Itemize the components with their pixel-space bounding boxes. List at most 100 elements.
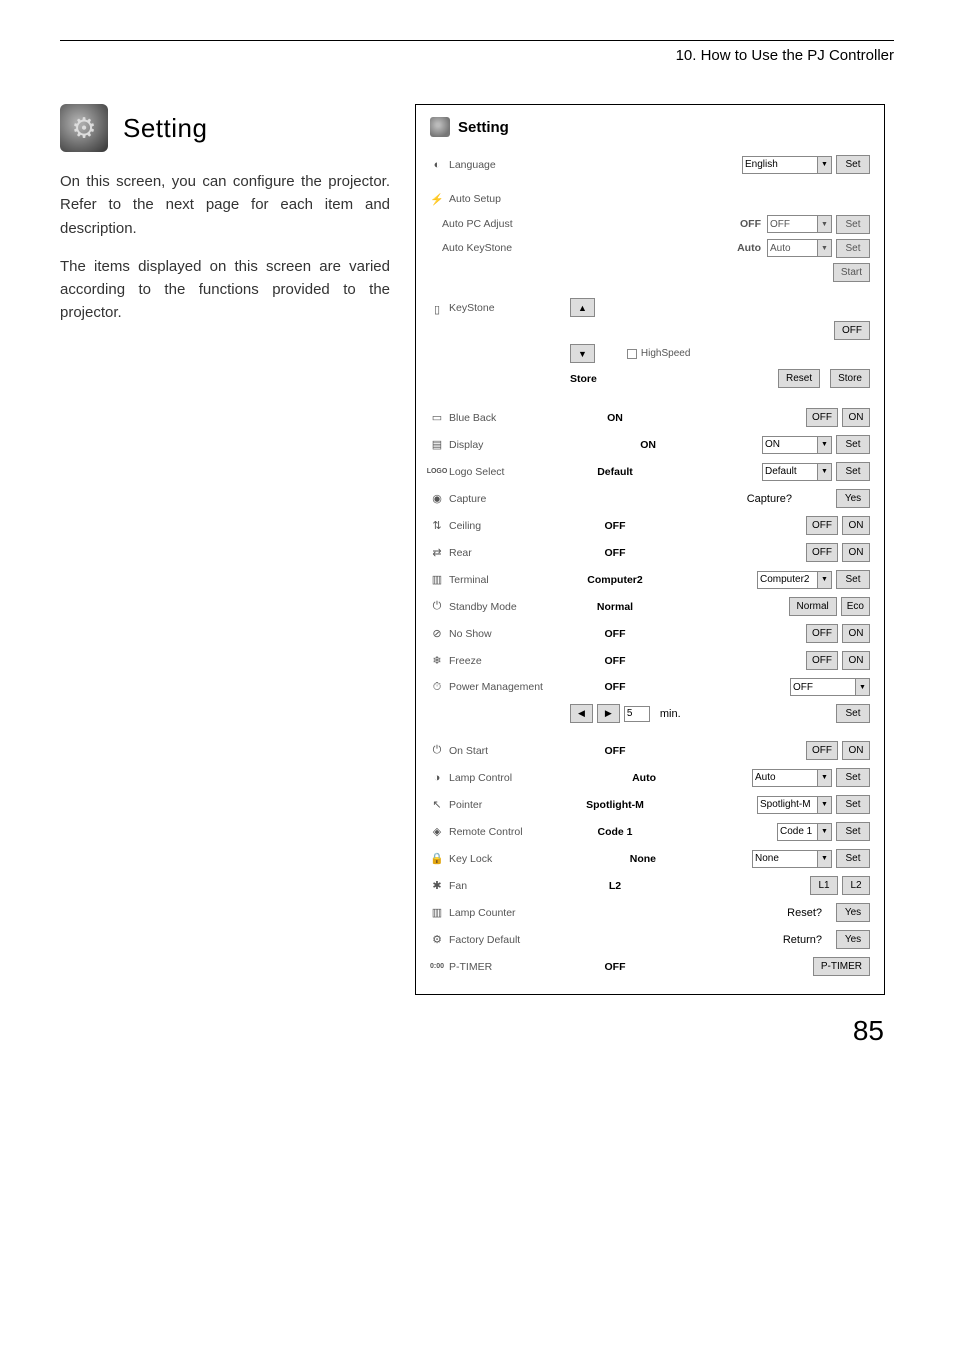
logoselect-label: Logo Select (449, 466, 504, 478)
lampcontrol-icon: ◑ (430, 771, 444, 785)
factorydefault-yes-button[interactable]: Yes (836, 930, 870, 949)
onstart-label: On Start (449, 745, 488, 757)
logo-icon: LOGO (430, 465, 444, 479)
standby-normal-button[interactable]: Normal (789, 597, 837, 616)
keystone-up-button[interactable]: ▲ (570, 298, 595, 317)
rear-value: OFF (570, 547, 660, 559)
pointer-set-button[interactable]: Set (836, 795, 870, 814)
ptimer-value: OFF (570, 961, 660, 973)
display-select[interactable]: ON▼ (762, 436, 832, 454)
blueback-value: ON (570, 412, 660, 424)
language-set-button[interactable]: Set (836, 155, 870, 174)
ceiling-off-button[interactable]: OFF (806, 516, 838, 535)
freeze-value: OFF (570, 655, 660, 667)
keystone-store-button[interactable]: Store (830, 369, 870, 388)
logoselect-select[interactable]: Default▼ (762, 463, 832, 481)
powermgmt-left-button[interactable]: ◀ (570, 704, 593, 723)
noshow-label: No Show (449, 628, 492, 640)
rear-on-button[interactable]: ON (842, 543, 870, 562)
freeze-label: Freeze (449, 655, 482, 667)
lampcounter-prompt: Reset? (787, 907, 822, 919)
blueback-label: Blue Back (449, 412, 496, 424)
freeze-on-button[interactable]: ON (842, 651, 870, 670)
fan-label: Fan (449, 880, 467, 892)
setting-panel: Setting ◐Language English▼ Set ⚡Auto Set… (415, 104, 885, 995)
noshow-value: OFF (570, 628, 660, 640)
language-select[interactable]: English▼ (742, 156, 832, 174)
fan-l2-button[interactable]: L2 (842, 876, 870, 895)
fan-value: L2 (570, 880, 660, 892)
noshow-off-button[interactable]: OFF (806, 624, 838, 643)
keylock-set-button[interactable]: Set (836, 849, 870, 868)
keylock-value: None (570, 853, 660, 865)
highspeed-checkbox[interactable]: HighSpeed (627, 348, 690, 359)
powermgmt-icon: ⏱ (430, 680, 444, 694)
standby-icon: ⏻ (430, 600, 444, 614)
setting-section-icon (60, 104, 108, 152)
remotecontrol-value: Code 1 (570, 826, 660, 838)
blueback-off-button[interactable]: OFF (806, 408, 838, 427)
autokeystone-set-button[interactable]: Set (836, 239, 870, 258)
lampcontrol-set-button[interactable]: Set (836, 768, 870, 787)
display-label: Display (449, 439, 483, 451)
powermgmt-unit: min. (660, 708, 681, 720)
remotecontrol-set-button[interactable]: Set (836, 822, 870, 841)
keystone-label: KeyStone (449, 302, 495, 314)
pointer-select[interactable]: Spotlight-M▼ (757, 796, 832, 814)
globe-icon: ◐ (430, 158, 444, 172)
terminal-select[interactable]: Computer2▼ (757, 571, 832, 589)
terminal-set-button[interactable]: Set (836, 570, 870, 589)
rear-icon: ⇄ (430, 546, 444, 560)
ptimer-button[interactable]: P-TIMER (813, 957, 870, 976)
capture-yes-button[interactable]: Yes (836, 489, 870, 508)
factorydefault-prompt: Return? (783, 934, 822, 946)
logoselect-set-button[interactable]: Set (836, 462, 870, 481)
standby-value: Normal (570, 601, 660, 613)
section-title: Setting (123, 113, 207, 144)
keystone-off-button[interactable]: OFF (834, 321, 870, 340)
fan-icon: ✱ (430, 879, 444, 893)
ptimer-icon: 0:00 (430, 960, 444, 974)
keystone-reset-button[interactable]: Reset (778, 369, 820, 388)
keystone-icon: ▯ (430, 302, 444, 316)
display-set-button[interactable]: Set (836, 435, 870, 454)
keylock-select[interactable]: None▼ (752, 850, 832, 868)
capture-label: Capture (449, 493, 486, 505)
fan-l1-button[interactable]: L1 (810, 876, 838, 895)
onstart-on-button[interactable]: ON (842, 741, 870, 760)
keylock-icon: 🔒 (430, 852, 444, 866)
powermgmt-select[interactable]: OFF▼ (790, 678, 870, 696)
remotecontrol-label: Remote Control (449, 826, 523, 838)
autosetup-start-button[interactable]: Start (833, 263, 870, 282)
autokeystone-select[interactable]: Auto▼ (767, 239, 832, 257)
noshow-on-button[interactable]: ON (842, 624, 870, 643)
page-number: 85 (60, 1015, 894, 1047)
lampcontrol-select[interactable]: Auto▼ (752, 769, 832, 787)
keystone-down-button[interactable]: ▼ (570, 344, 595, 363)
autopc-set-button[interactable]: Set (836, 215, 870, 234)
powermgmt-right-button[interactable]: ▶ (597, 704, 620, 723)
standby-eco-button[interactable]: Eco (841, 597, 870, 616)
ceiling-on-button[interactable]: ON (842, 516, 870, 535)
factorydefault-icon: ⚙ (430, 933, 444, 947)
lampcounter-yes-button[interactable]: Yes (836, 903, 870, 922)
capture-prompt: Capture? (747, 493, 792, 505)
terminal-label: Terminal (449, 574, 489, 586)
keystone-store-label: Store (570, 373, 597, 385)
blueback-on-button[interactable]: ON (842, 408, 870, 427)
ceiling-value: OFF (570, 520, 660, 532)
freeze-off-button[interactable]: OFF (806, 651, 838, 670)
autosetup-icon: ⚡ (430, 192, 444, 206)
autopc-select[interactable]: OFF▼ (767, 215, 832, 233)
rear-off-button[interactable]: OFF (806, 543, 838, 562)
standby-label: Standby Mode (449, 601, 517, 613)
powermgmt-minutes-input[interactable] (624, 706, 650, 722)
remotecontrol-select[interactable]: Code 1▼ (777, 823, 832, 841)
noshow-icon: ⊘ (430, 627, 444, 641)
powermgmt-set-button[interactable]: Set (836, 704, 870, 723)
onstart-off-button[interactable]: OFF (806, 741, 838, 760)
autosetup-label: Auto Setup (449, 193, 501, 205)
terminal-icon: ▥ (430, 573, 444, 587)
body-paragraph-2: The items displayed on this screen are v… (60, 255, 390, 325)
ptimer-label: P-TIMER (449, 961, 492, 973)
